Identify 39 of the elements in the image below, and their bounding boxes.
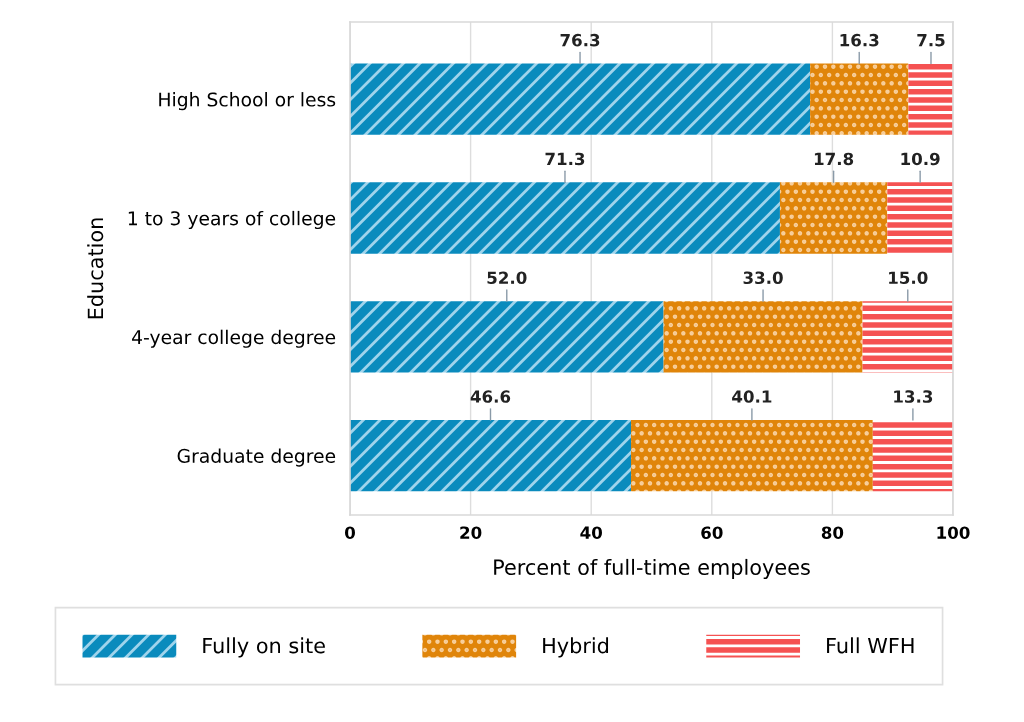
data-label: 46.6 — [470, 390, 511, 403]
data-label: 16.3 — [840, 33, 879, 47]
bar — [350, 182, 780, 254]
legend-label: Hybrid — [543, 637, 609, 658]
x-tick-label: 20 — [460, 526, 482, 540]
bar — [350, 63, 811, 135]
data-label: 7.5 — [917, 34, 945, 47]
data-label: 76.3 — [560, 33, 600, 47]
data-label: 10.9 — [901, 152, 940, 166]
data-label: 40.1 — [732, 390, 772, 403]
bar — [872, 419, 953, 492]
x-tick-label: 60 — [701, 526, 723, 540]
x-tick-label: 0 — [345, 526, 355, 540]
legend-label: Fully on site — [203, 637, 325, 658]
data-label: 17.8 — [814, 152, 854, 166]
x-tick-label: 40 — [580, 526, 602, 540]
bar — [810, 63, 909, 135]
bar — [350, 301, 664, 373]
y-tick-label: 4-year college degree — [132, 329, 336, 348]
bar — [779, 182, 888, 254]
data-label: 33.0 — [743, 271, 783, 285]
bar — [663, 301, 863, 373]
bar — [862, 301, 953, 373]
data-label: 71.3 — [545, 152, 585, 166]
y-axis-title: Education — [87, 218, 104, 319]
bar — [350, 419, 631, 492]
data-label: 52.0 — [487, 271, 527, 285]
bar — [887, 182, 953, 254]
data-label: 13.3 — [894, 390, 933, 403]
bar — [631, 419, 873, 492]
y-tick-label: High School or less — [159, 92, 336, 111]
x-tick-label: 80 — [821, 526, 844, 540]
x-axis-title: Percent of full-time employees — [494, 558, 810, 580]
legend-label: Full WFH — [827, 637, 914, 654]
x-tick-label: 100 — [937, 526, 970, 540]
data-label: 15.0 — [889, 271, 928, 285]
y-tick-label: Graduate degree — [177, 448, 336, 467]
y-tick-label: 1 to 3 years of college — [128, 210, 336, 230]
bar — [908, 63, 953, 135]
